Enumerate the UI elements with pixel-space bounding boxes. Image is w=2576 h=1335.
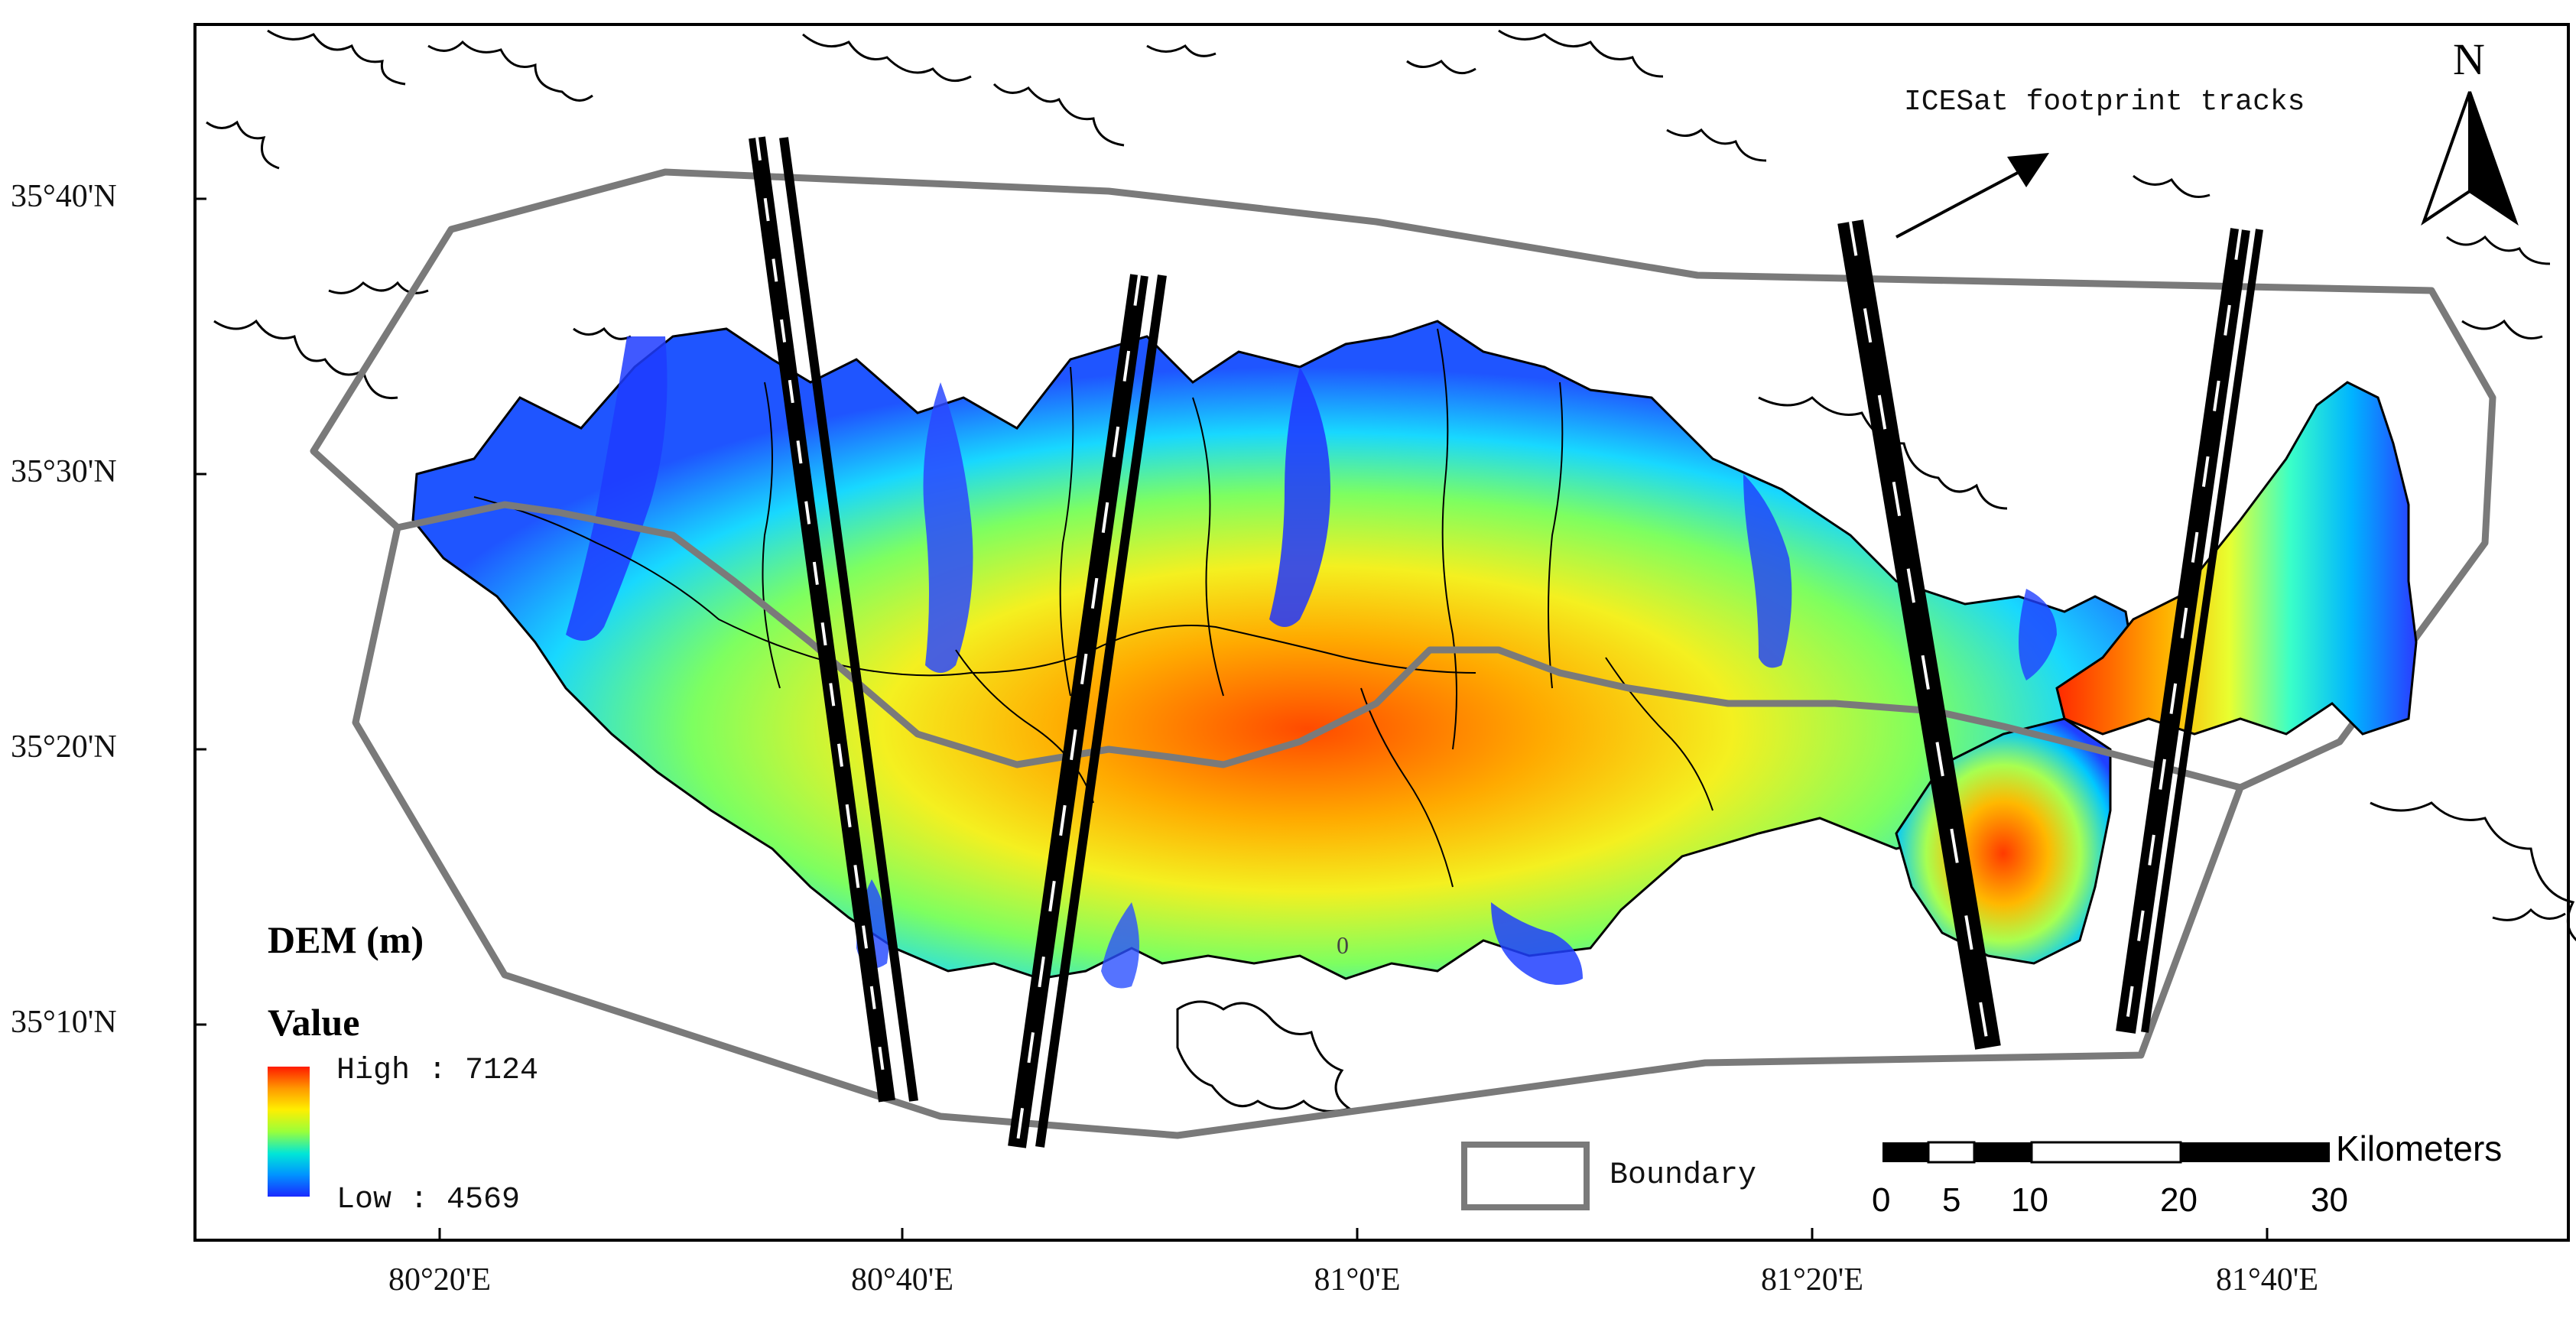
legend-color-ramp	[268, 1067, 310, 1197]
north-label: N	[2453, 34, 2485, 84]
scale-tick-20: 20	[2160, 1181, 2198, 1219]
lon-label-8120: 81°20'E	[1760, 1262, 1864, 1298]
lon-label-8040: 80°40'E	[850, 1262, 954, 1298]
contour-zero-mark: 0	[1337, 931, 1349, 959]
lon-label-8140: 81°40'E	[2215, 1262, 2319, 1298]
lon-label-8100: 81°0'E	[1314, 1262, 1401, 1298]
scale-tick-5: 5	[1942, 1181, 1961, 1219]
north-arrow-icon	[2421, 91, 2519, 226]
icesat-tracks	[749, 136, 2263, 1148]
scale-unit-label: Kilometers	[2336, 1129, 2503, 1168]
icesat-tracks-label: ICESat footprint tracks	[1904, 86, 2305, 119]
lat-label-3510: 35°10'N	[11, 1005, 117, 1040]
map-frame	[193, 23, 2570, 1242]
dem-glacier-area	[411, 320, 2418, 989]
tracks-arrow	[1895, 153, 2049, 239]
lat-label-3540: 35°40'N	[11, 179, 117, 214]
legend-high-label: High : 7124	[336, 1054, 539, 1088]
scale-tick-30: 30	[2311, 1181, 2348, 1219]
legend-boundary-label: Boundary	[1610, 1158, 1757, 1193]
legend-value-heading: Value	[268, 1001, 360, 1044]
lat-label-3520: 35°20'N	[11, 729, 117, 765]
graticule-ticks	[195, 197, 2269, 1240]
scale-tick-10: 10	[2011, 1181, 2048, 1219]
scale-tick-0: 0	[1872, 1181, 1891, 1219]
main-ridge-line	[397, 501, 2242, 791]
lon-label-8020: 80°20'E	[388, 1262, 492, 1298]
legend-title: DEM (m)	[268, 918, 424, 961]
lat-label-3530: 35°30'N	[11, 454, 117, 489]
surrounding-glacier-outlines	[206, 29, 2576, 1112]
legend-low-label: Low : 4569	[336, 1183, 521, 1217]
scale-bar	[1882, 1141, 2330, 1164]
study-boundary	[310, 168, 2496, 1139]
legend-boundary-swatch	[1461, 1142, 1590, 1210]
